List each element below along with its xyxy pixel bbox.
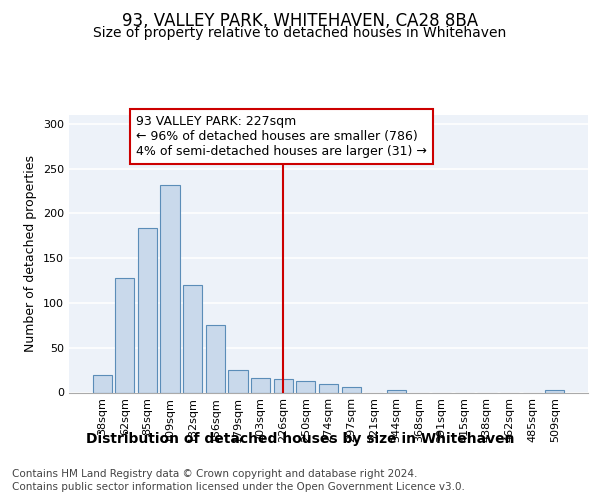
Y-axis label: Number of detached properties: Number of detached properties [25, 155, 37, 352]
Bar [251, 378, 270, 392]
Bar [138, 228, 157, 392]
Text: Distribution of detached houses by size in Whitehaven: Distribution of detached houses by size … [86, 432, 514, 446]
Bar [115, 278, 134, 392]
Bar [206, 326, 225, 392]
Text: Contains public sector information licensed under the Open Government Licence v3: Contains public sector information licen… [12, 482, 465, 492]
Bar [296, 381, 316, 392]
Text: 93 VALLEY PARK: 227sqm
← 96% of detached houses are smaller (786)
4% of semi-det: 93 VALLEY PARK: 227sqm ← 96% of detached… [136, 115, 427, 158]
Bar [274, 379, 293, 392]
Bar [160, 185, 180, 392]
Bar [319, 384, 338, 392]
Bar [387, 390, 406, 392]
Bar [183, 285, 202, 393]
Bar [229, 370, 248, 392]
Bar [545, 390, 565, 392]
Text: Size of property relative to detached houses in Whitehaven: Size of property relative to detached ho… [94, 26, 506, 40]
Text: 93, VALLEY PARK, WHITEHAVEN, CA28 8BA: 93, VALLEY PARK, WHITEHAVEN, CA28 8BA [122, 12, 478, 30]
Bar [92, 374, 112, 392]
Bar [341, 387, 361, 392]
Text: Contains HM Land Registry data © Crown copyright and database right 2024.: Contains HM Land Registry data © Crown c… [12, 469, 418, 479]
